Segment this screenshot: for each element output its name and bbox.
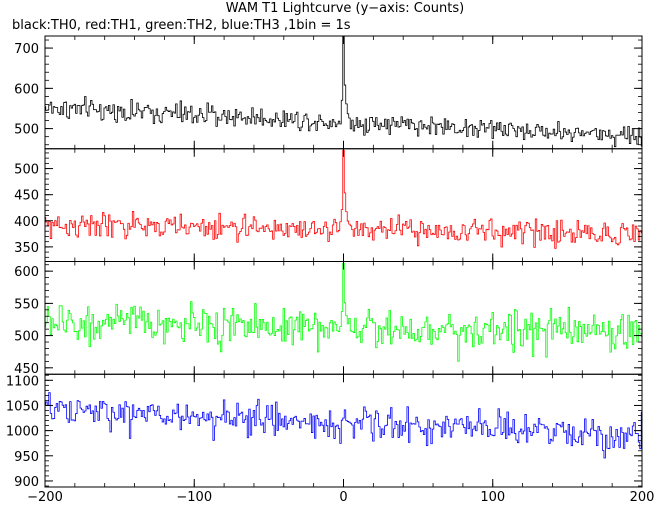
series-line-th1 — [45, 149, 642, 249]
y-tick-label: 500 — [14, 330, 39, 345]
y-tick-label: 900 — [14, 475, 39, 490]
y-tick-label: 350 — [14, 241, 39, 256]
y-tick-label: 700 — [14, 42, 39, 57]
y-tick-label: 600 — [14, 265, 39, 280]
panels-group: 500 600 700 350 400 450 500 450 500 550 600 900 950 1… — [6, 35, 643, 490]
chart-subtitle: black:TH0, red:TH1, green:TH2, blue:TH3 … — [12, 18, 351, 33]
series-line-th3 — [45, 392, 642, 459]
y-tick-label: 950 — [14, 450, 39, 465]
y-tick-label: 500 — [14, 163, 39, 178]
panel-frame — [44, 373, 643, 488]
y-tick-label: 400 — [14, 215, 39, 230]
y-tick-label: 1000 — [6, 425, 39, 440]
x-tick-label: 0 — [339, 490, 347, 505]
panel-frame — [44, 35, 643, 150]
y-tick-label: 450 — [14, 362, 39, 377]
x-tick-label: 200 — [630, 490, 654, 505]
y-tick-label: 500 — [14, 123, 39, 138]
x-tick-label: −100 — [176, 490, 212, 505]
panel-th0: 500 600 700 — [14, 35, 643, 150]
panel-th3: 900 950 1000 1050 1100 — [6, 373, 643, 490]
panel-frame — [44, 148, 643, 262]
x-tick-label: −200 — [27, 490, 63, 505]
y-tick-label: 1050 — [6, 399, 39, 414]
series-line-th2 — [45, 263, 642, 362]
panel-th2: 450 500 550 600 — [14, 261, 643, 377]
y-tick-label: 1100 — [6, 374, 39, 389]
y-tick-label: 550 — [14, 297, 39, 312]
panel-th1: 350 400 450 500 — [14, 148, 643, 262]
x-axis: −200 −100 0 100 200 — [27, 490, 654, 505]
y-tick-label: 450 — [14, 189, 39, 204]
y-tick-label: 600 — [14, 82, 39, 97]
x-tick-label: 100 — [480, 490, 505, 505]
panel-frame — [44, 261, 643, 375]
chart-title: WAM T1 Lightcurve (y−axis: Counts) — [226, 1, 464, 16]
series-line-th0 — [45, 36, 642, 148]
